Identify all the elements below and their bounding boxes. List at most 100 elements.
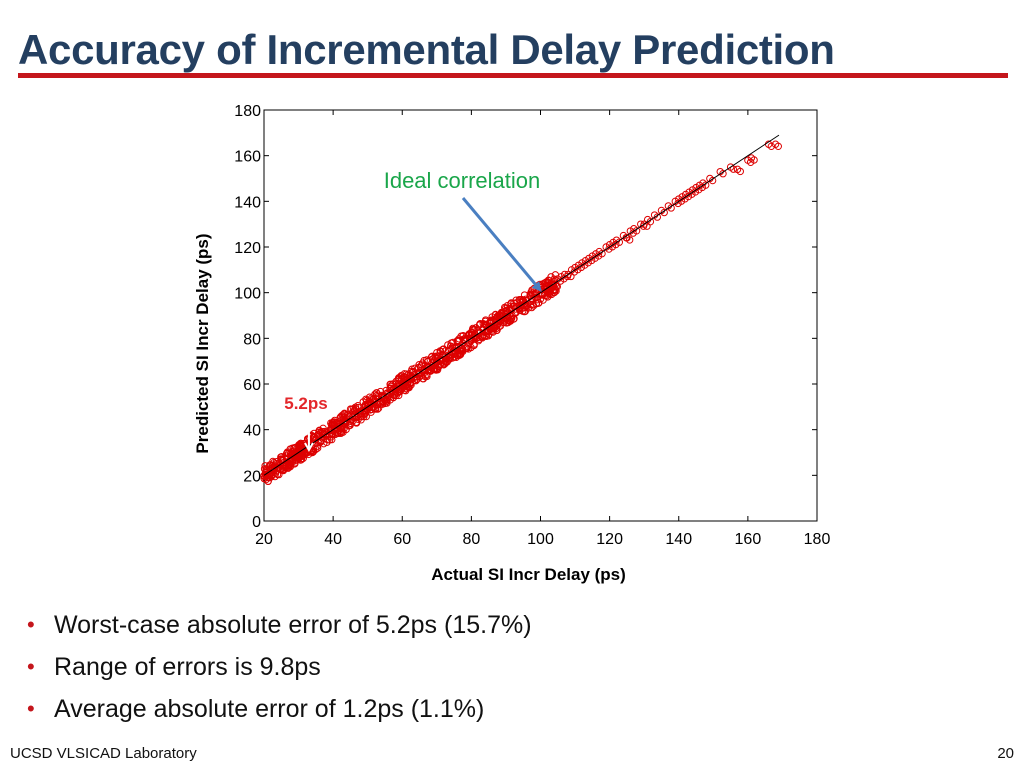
data-point (276, 460, 285, 469)
data-point (408, 365, 416, 373)
bullet-dot-icon: • (27, 654, 35, 679)
data-point (291, 450, 299, 459)
data-point (360, 410, 368, 419)
y-tick-label: 60 (243, 377, 261, 394)
slide-title: Accuracy of Incremental Delay Prediction (18, 26, 835, 73)
bullet-dot-icon: • (27, 696, 35, 721)
data-point (381, 399, 389, 408)
data-point (376, 400, 385, 408)
data-point (433, 364, 441, 373)
x-tick-label: 20 (255, 531, 273, 548)
data-point (486, 318, 494, 326)
data-point (395, 388, 403, 396)
data-point (330, 425, 339, 434)
data-point (355, 409, 364, 417)
data-point (420, 366, 429, 374)
x-tick-label: 40 (324, 531, 342, 548)
data-point (348, 412, 357, 421)
data-point (481, 332, 489, 340)
data-point (297, 439, 305, 448)
data-point (270, 464, 278, 472)
x-axis-label: Actual SI Incr Delay (ps) (431, 565, 626, 584)
data-point (518, 295, 526, 304)
data-point (387, 382, 395, 390)
data-point (481, 316, 490, 324)
x-tick-label: 120 (596, 531, 623, 548)
data-point (774, 142, 782, 151)
data-point (521, 307, 530, 315)
data-point (277, 453, 285, 461)
data-point (505, 317, 514, 326)
footer-lab-name: UCSD VLSICAD Laboratory (10, 745, 197, 762)
y-tick-label: 40 (243, 423, 261, 440)
data-point (356, 412, 365, 421)
x-tick-label: 100 (527, 531, 554, 548)
data-point (415, 373, 424, 381)
data-point (456, 349, 465, 357)
y-tick-label: 160 (234, 149, 261, 166)
data-point (483, 327, 492, 336)
bullet-dot-icon: • (27, 612, 35, 637)
data-point (311, 434, 319, 442)
data-point (271, 469, 280, 478)
data-point (349, 417, 357, 425)
data-point (323, 438, 331, 447)
bullet-text: Worst-case absolute error of 5.2ps (15.7… (54, 611, 532, 639)
data-point (512, 309, 520, 317)
data-point (549, 287, 557, 295)
data-point (295, 441, 303, 449)
bullet-item: • Range of errors is 9.8ps (24, 648, 532, 690)
data-point (488, 313, 496, 321)
data-point (446, 353, 454, 362)
page-number: 20 (997, 745, 1014, 762)
x-tick-label: 180 (804, 531, 831, 548)
ideal-correlation-label: Ideal correlation (384, 168, 541, 193)
data-point (428, 355, 437, 363)
y-tick-label: 20 (243, 468, 261, 485)
data-point (750, 156, 758, 164)
data-point (469, 324, 477, 333)
data-point (532, 299, 541, 308)
data-point (321, 431, 330, 439)
plot-frame (263, 109, 818, 522)
data-point (298, 451, 307, 459)
error-annotation-label: 5.2ps (284, 394, 327, 413)
y-axis-label: Predicted SI Incr Delay (ps) (193, 233, 212, 453)
data-point (288, 444, 296, 453)
bullet-text: Average absolute error of 1.2ps (1.1%) (54, 695, 485, 723)
data-point (313, 442, 322, 450)
data-point (625, 236, 634, 244)
data-point (492, 318, 500, 327)
data-point (368, 395, 377, 404)
data-point (303, 435, 312, 443)
error-annotation-arrowhead (304, 442, 314, 453)
data-point (428, 359, 436, 367)
data-point (550, 288, 559, 297)
ideal-correlation-arrow (461, 197, 542, 292)
y-tick-label: 100 (234, 286, 261, 303)
data-point (409, 368, 417, 376)
data-point (406, 373, 415, 381)
data-point (315, 427, 323, 435)
bullet-item: • Average absolute error of 1.2ps (1.1%) (24, 690, 532, 732)
data-point (345, 422, 353, 430)
data-point (439, 345, 447, 354)
data-point (382, 386, 390, 395)
y-tick-label: 140 (234, 194, 261, 211)
data-point (339, 428, 347, 436)
data-point (463, 342, 472, 351)
data-point (286, 460, 294, 468)
data-point (309, 447, 318, 455)
data-point (354, 403, 362, 412)
data-point (736, 167, 744, 176)
data-point (484, 332, 493, 340)
data-point (467, 328, 475, 337)
data-point (393, 389, 402, 397)
y-tick-label: 180 (234, 103, 261, 120)
data-point (515, 295, 524, 304)
data-point (262, 471, 270, 480)
bullet-list: • Worst-case absolute error of 5.2ps (15.… (24, 606, 532, 732)
data-point (729, 165, 738, 173)
data-point (275, 470, 283, 479)
data-point (457, 332, 465, 340)
